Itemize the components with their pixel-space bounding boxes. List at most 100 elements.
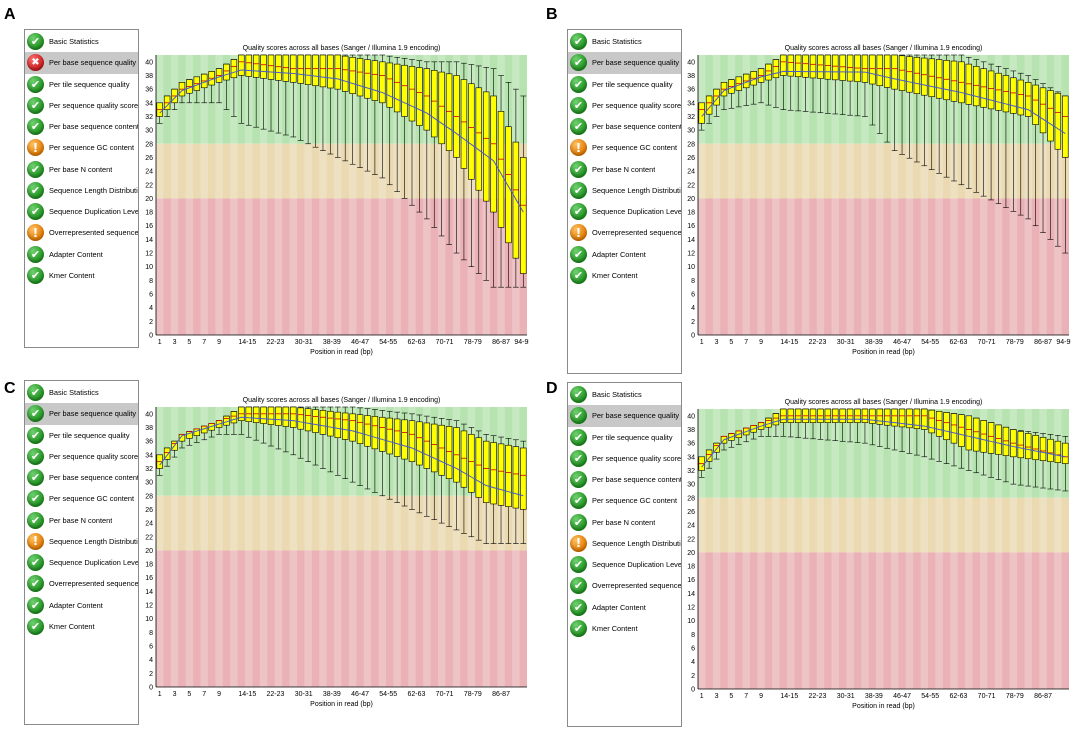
column-stripe [274,407,283,687]
column-stripe [757,55,765,335]
quality-box [1002,75,1010,113]
module-item[interactable]: ✔ Basic Statistics [25,31,138,52]
quality-box [252,406,260,423]
module-item[interactable]: ✔ Kmer Content [25,265,138,286]
module-item[interactable]: ✔ Kmer Content [25,616,138,637]
y-tick-label: 28 [687,141,695,148]
module-item[interactable]: ✔ Per base N content [568,512,681,533]
x-tick-label: 70-71 [436,339,454,346]
module-item[interactable]: ✔ Per tile sequence quality [25,74,138,95]
module-item[interactable]: ✔ Adapter Content [568,244,681,265]
module-item[interactable]: ✔ Per base N content [25,510,138,531]
quality-box [393,63,401,113]
quality-box [356,414,364,445]
x-tick-label: 46-47 [893,693,911,700]
pass-check-icon: ✔ [570,577,587,595]
column-stripe [831,409,839,689]
x-tick-label: 62-63 [949,693,967,700]
module-item[interactable]: ✔ Basic Statistics [568,384,681,405]
module-item[interactable]: ✔ Basic Statistics [568,31,681,52]
y-tick-label: 28 [687,495,695,502]
module-item[interactable]: ✔ Sequence Duplication Levels [568,201,681,222]
module-item[interactable]: ✔ Per sequence quality scores [25,95,138,116]
x-tick-label: 7 [744,339,748,346]
pass-check-icon: ✔ [570,598,587,616]
module-item[interactable]: ! Sequence Length Distribution [25,531,138,552]
module-item[interactable]: ✔ Per sequence quality scores [568,95,681,116]
module-item[interactable]: ✔ Sequence Duplication Levels [25,552,138,573]
module-item[interactable]: ✔ Per sequence GC content [25,488,138,509]
module-label: Basic Statistics [592,37,642,47]
x-tick-label: 38-39 [323,691,341,698]
x-tick-label: 1 [700,339,704,346]
quality-box [379,61,386,104]
quality-box [312,54,319,87]
module-item[interactable]: ✔ Overrepresented sequences [568,575,681,596]
zone-poor [698,198,1069,335]
module-item[interactable]: ✔ Overrepresented sequences [25,573,138,594]
module-item[interactable]: ✔ Per base sequence content [25,116,138,137]
column-stripe [890,409,899,689]
quality-box [832,54,839,81]
module-item[interactable]: ✔ Per sequence quality scores [25,446,138,467]
module-item[interactable]: ! Per sequence GC content [568,137,681,158]
module-item[interactable]: ✔ Kmer Content [568,618,681,639]
module-item[interactable]: ! Overrepresented sequences [25,222,138,243]
x-tick-label: 5 [187,339,191,346]
quality-box [408,66,416,122]
quality-box [238,54,245,76]
quality-box [906,408,913,429]
module-item[interactable]: ! Sequence Length Distribution [568,533,681,554]
module-item[interactable]: ✔ Adapter Content [25,244,138,265]
y-tick-label: 36 [687,87,695,94]
module-item[interactable]: ✔ Per tile sequence quality [568,74,681,95]
x-tick-label: 70-71 [978,693,996,700]
module-item[interactable]: ! Per sequence GC content [25,137,138,158]
module-list[interactable]: ✔ Basic Statistics ✔ Per base sequence qual… [567,382,682,727]
module-item[interactable]: ✖ Per base sequence quality [25,52,138,74]
module-item[interactable]: ✔ Adapter Content [568,597,681,618]
module-item[interactable]: ✔ Basic Statistics [25,382,138,403]
module-item[interactable]: ✔ Per base sequence quality [25,403,138,425]
module-item[interactable]: ✔ Per sequence GC content [568,490,681,511]
y-tick-label: 4 [149,305,153,312]
module-item[interactable]: ✔ Per tile sequence quality [25,425,138,446]
pass-check-icon: ✔ [27,384,44,402]
x-tick-label: 38-39 [865,693,883,700]
column-stripe [423,407,431,687]
quality-box [379,416,386,452]
module-label: Kmer Content [592,270,638,280]
y-tick-label: 2 [691,673,695,680]
module-item[interactable]: ✔ Per base N content [25,159,138,180]
module-item[interactable]: ✔ Per tile sequence quality [568,427,681,448]
module-list[interactable]: ✔ Basic Statistics ✔ Per base sequence qual… [24,380,139,725]
quality-chart-d: Quality scores across all bases (Sanger … [684,392,1071,710]
column-stripe [876,55,884,335]
quality-box [245,54,252,77]
module-list[interactable]: ✔ Basic Statistics ✖ Per base sequence qual… [24,29,139,348]
module-item[interactable]: ✔ Per base sequence content [568,116,681,137]
mean-line [701,70,1066,134]
y-tick-label: 20 [687,196,695,203]
module-item[interactable]: ✔ Per base sequence quality [568,405,681,427]
module-item[interactable]: ✔ Sequence Length Distribution [568,180,681,201]
module-item[interactable]: ✔ Per base sequence quality [568,52,681,74]
quality-box [1054,440,1062,463]
module-list[interactable]: ✔ Basic Statistics ✔ Per base sequence qual… [567,29,682,374]
y-tick-label: 0 [691,687,695,694]
module-item[interactable]: ✔ Per base sequence content [25,467,138,488]
module-label: Basic Statistics [49,388,99,398]
module-item[interactable]: ✔ Per sequence quality scores [568,448,681,469]
quality-box [1024,433,1032,460]
module-item[interactable]: ✔ Per base sequence content [568,469,681,490]
module-item[interactable]: ✔ Sequence Length Distribution [25,180,138,201]
module-item[interactable]: ✔ Sequence Duplication Levels [568,554,681,575]
warning-icon: ! [27,139,44,157]
y-tick-label: 2 [149,319,153,326]
module-item[interactable]: ✔ Kmer Content [568,265,681,286]
module-item[interactable]: ! Overrepresented sequences [568,222,681,243]
x-axis-label: Position in read (bp) [310,349,373,356]
module-item[interactable]: ✔ Per base N content [568,159,681,180]
module-item[interactable]: ✔ Sequence Duplication Levels [25,201,138,222]
module-item[interactable]: ✔ Adapter Content [25,595,138,616]
